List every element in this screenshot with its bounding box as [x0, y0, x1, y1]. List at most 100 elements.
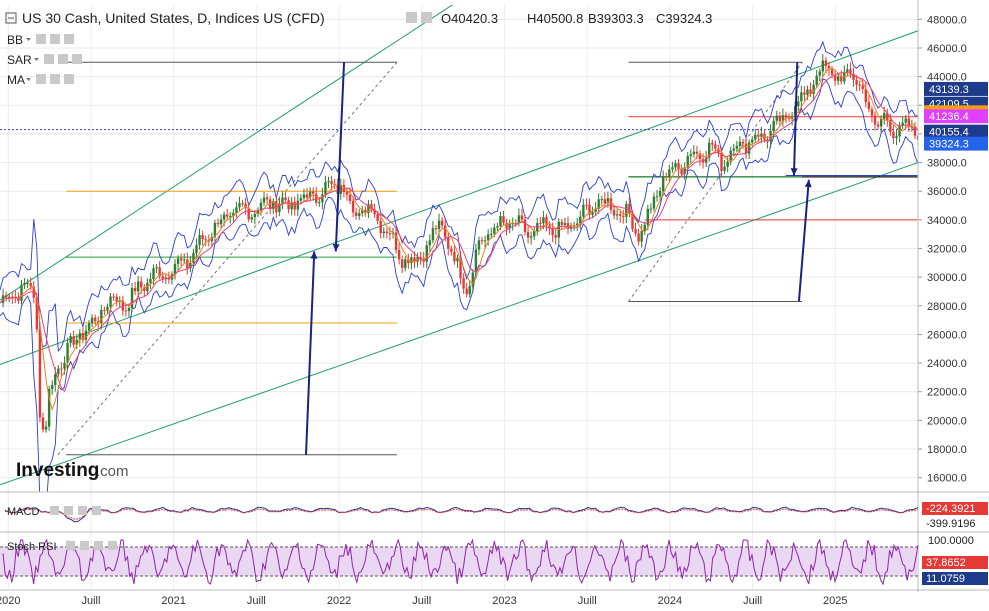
candle-body: [708, 142, 711, 158]
candle-body: [121, 300, 125, 311]
macd-gear-icon[interactable]: [64, 506, 73, 515]
candle-body: [201, 235, 204, 240]
x-tick-label: 2025: [823, 595, 847, 607]
annotation-arrows: [305, 62, 812, 455]
candle-body: [367, 204, 370, 214]
candle-body: [508, 223, 511, 229]
gear-icon: [36, 74, 46, 84]
stoch-close-icon[interactable]: [108, 541, 117, 550]
stoch-lock-icon[interactable]: [94, 541, 103, 550]
candle-body: [259, 202, 263, 211]
candle-body: [456, 257, 459, 262]
settings-icon[interactable]: [406, 12, 417, 23]
candle-body: [643, 224, 646, 231]
candle-body: [351, 200, 355, 213]
candle-body: [143, 287, 146, 292]
macd-pane: [4, 506, 919, 523]
candle-body: [167, 277, 171, 280]
candle-body: [50, 384, 54, 390]
candle-body: [646, 208, 650, 225]
candle-body: [394, 232, 398, 251]
candle-body: [683, 167, 686, 174]
stoch-label: Stoch RSI: [7, 541, 57, 553]
arrow-head: [332, 244, 340, 252]
candle-body: [523, 219, 527, 233]
macd-tag-2-text: -399.9196: [926, 518, 976, 530]
candle-body: [222, 214, 226, 220]
gear-icon[interactable]: [421, 12, 432, 23]
candle-body: [649, 208, 653, 210]
candle-body: [459, 257, 462, 279]
candle-body: [864, 88, 868, 103]
stoch-settings-icon[interactable]: [66, 541, 75, 550]
candle-body: [256, 210, 260, 215]
candle-body: [606, 198, 610, 204]
collapse-icon[interactable]: [5, 12, 17, 24]
candle-body: [250, 217, 253, 220]
y-tick-label: 18000.0: [927, 444, 967, 456]
candle-body: [744, 143, 748, 154]
y-tick-label: 30000.0: [927, 272, 967, 284]
candle-body: [640, 230, 643, 242]
candle-body: [778, 115, 782, 122]
macd-tag-1: [922, 502, 988, 515]
candle-body: [253, 214, 257, 218]
macd-close-icon[interactable]: [92, 506, 101, 515]
x-tick-label: 2021: [161, 595, 185, 607]
candle-body: [757, 134, 760, 137]
candle-body: [41, 417, 45, 430]
candle-body: [361, 209, 364, 214]
macd-tag-2: [922, 517, 988, 530]
candle-body: [358, 213, 361, 216]
close-icon: [64, 34, 74, 44]
gear-icon: [44, 54, 54, 64]
macd-lock-icon[interactable]: [78, 506, 87, 515]
candle-body: [244, 203, 247, 209]
candle-body: [109, 296, 112, 307]
candle-body: [849, 69, 852, 74]
dashed-trend-line: [57, 61, 398, 456]
close-icon: [72, 54, 82, 64]
candle-body: [511, 223, 514, 225]
macd-settings-icon[interactable]: [50, 506, 59, 515]
stoch-rsi-pane: [0, 538, 919, 586]
y-tick-label: 20000.0: [927, 415, 967, 427]
candle-body: [827, 65, 831, 70]
candle-body: [526, 232, 530, 238]
candle-body: [241, 203, 244, 205]
candle-body: [895, 136, 898, 139]
candle-body: [376, 214, 379, 221]
candle-body: [717, 148, 720, 153]
candle-body: [330, 180, 333, 185]
candle-body: [784, 115, 788, 118]
arrow-head: [804, 179, 812, 188]
candle-body: [462, 278, 465, 289]
candle-body: [628, 203, 631, 214]
candle-body: [879, 118, 883, 127]
gear-icon: [58, 54, 68, 64]
arrow-head: [790, 168, 798, 176]
candle-body: [97, 321, 100, 323]
candle-body: [35, 297, 39, 330]
chart-header: US 30 Cash, United States, D, Indices US…: [5, 10, 712, 26]
y-tick-label: 48000.0: [927, 14, 967, 26]
candle-body: [490, 233, 493, 235]
stoch-gear-icon[interactable]: [80, 541, 89, 550]
y-tick-label: 46000.0: [927, 43, 967, 55]
candle-body: [533, 230, 536, 237]
price-tag: [924, 109, 988, 124]
candle-body: [124, 310, 128, 312]
candle-body: [333, 184, 336, 186]
y-tick-label: 26000.0: [927, 329, 967, 341]
candle-body: [852, 73, 855, 81]
candle-body: [751, 139, 754, 143]
candle-body: [173, 263, 177, 275]
candle-body: [738, 141, 742, 146]
candle-body: [474, 249, 478, 273]
candle-body: [824, 60, 828, 66]
candle-body: [907, 118, 910, 127]
candle-body: [477, 240, 481, 250]
candle-body: [44, 426, 48, 430]
candle-body: [404, 259, 407, 268]
